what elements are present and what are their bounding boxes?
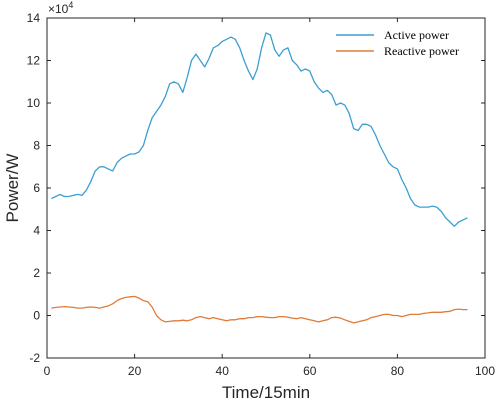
legend-reactive-label: Reactive power <box>384 44 459 58</box>
legend-active-label: Active power <box>384 28 449 42</box>
y-multiplier-label: ×104 <box>48 0 73 16</box>
legend: Active power Reactive power <box>332 24 476 64</box>
x-tick-label: 80 <box>391 364 405 378</box>
active-power-line <box>51 32 468 227</box>
x-axis-label: Time/15min <box>222 383 310 402</box>
y-tick-label: 12 <box>27 54 41 68</box>
x-tick-label: 0 <box>44 364 51 378</box>
axis-ticks: 0 20 40 60 80 100 -2 0 2 4 6 8 10 12 14 <box>27 11 496 378</box>
x-tick-label: 40 <box>216 364 230 378</box>
y-tick-label: 0 <box>33 309 40 323</box>
y-tick-label: 2 <box>33 266 40 280</box>
x-tick-label: 60 <box>303 364 317 378</box>
plot-area <box>46 17 486 359</box>
y-tick-label: -2 <box>29 351 40 365</box>
y-tick-label: 14 <box>27 11 41 25</box>
legend-box <box>332 24 476 64</box>
y-tick-label: 10 <box>27 96 41 110</box>
y-tick-label: 8 <box>33 139 40 153</box>
y-tick-label: 6 <box>33 181 40 195</box>
y-axis-label: Power/W <box>3 154 22 223</box>
y-tick-label: 4 <box>33 224 40 238</box>
series-lines <box>51 32 468 324</box>
x-tick-label: 100 <box>475 364 495 378</box>
x-tick-label: 20 <box>128 364 142 378</box>
reactive-power-line <box>51 295 468 324</box>
